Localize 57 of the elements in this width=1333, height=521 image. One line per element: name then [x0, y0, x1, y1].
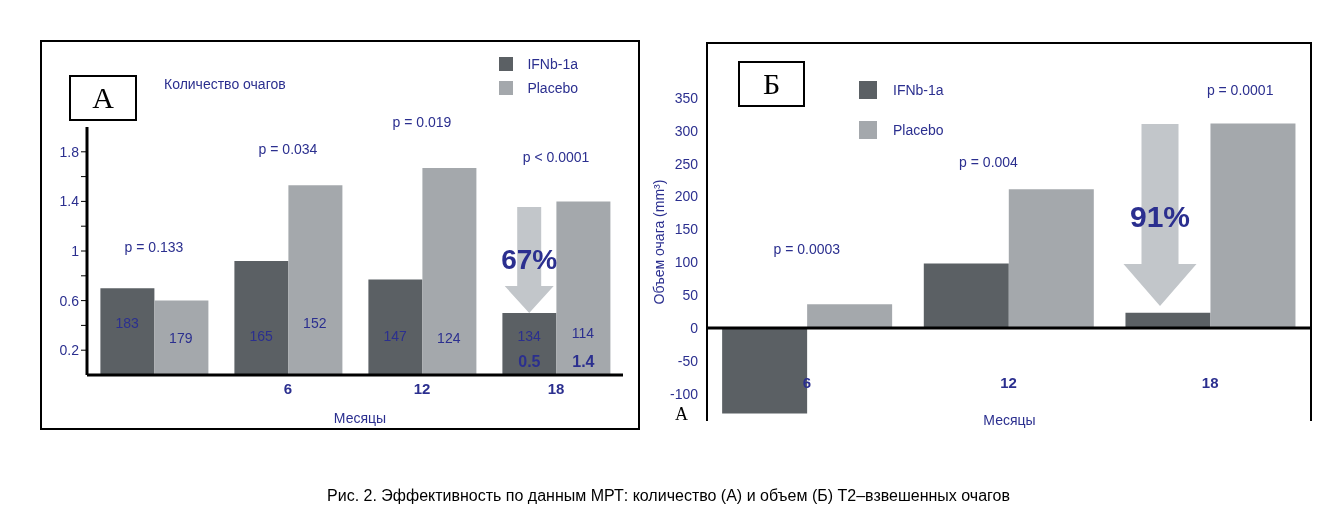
bar [100, 288, 155, 375]
annotation: 152 [303, 315, 327, 331]
y-tick-label: 0.6 [59, 292, 80, 309]
x-tick-label: 6 [802, 374, 812, 391]
text: А [69, 75, 137, 121]
y-tick-label: 200 [674, 188, 699, 205]
annotation: p = 0.133 [124, 239, 184, 255]
bar [154, 300, 209, 375]
y-tick-label: 1.8 [59, 143, 80, 160]
y-tick-label: 1 [71, 242, 80, 259]
y-tick-label: 250 [674, 155, 699, 172]
annotation: 91% [1129, 200, 1191, 234]
y-tick-label: -50 [677, 352, 699, 369]
y-tick-label: 150 [674, 221, 699, 238]
x-tick-label: 18 [1201, 374, 1219, 391]
bar [807, 304, 893, 328]
text: Рис. 2. Эффективность по данным МРТ: количество (А) и объем (Б) Т2–взвешенных очагов [326, 487, 1011, 505]
annotation: p = 0.0003 [773, 241, 841, 257]
x-tick-label: 12 [1000, 374, 1017, 391]
y-tick-label: 50 [682, 287, 699, 304]
annotation: p = 0.004 [959, 154, 1018, 170]
y-tick-label: -100 [669, 385, 699, 402]
annotation: p = 0.019 [392, 114, 452, 130]
bar [1210, 123, 1296, 328]
y-tick-label: 0 [690, 319, 699, 336]
y-tick-label: 0.2 [59, 342, 80, 359]
y-tick-label: 1.4 [59, 193, 80, 210]
y-tick-label: 300 [674, 122, 699, 139]
x-tick-label: 12 [413, 379, 431, 397]
annotation: p = 0.034 [258, 141, 318, 157]
x-tick-label: 18 [547, 379, 565, 397]
y-tick-label: 100 [674, 254, 699, 271]
y-tick-label: 350 [674, 89, 699, 106]
annotation: 124 [437, 330, 461, 346]
legend-label: Placebo [527, 80, 578, 96]
bar [368, 279, 423, 375]
bar [923, 263, 1009, 328]
annotation: 114 [571, 325, 594, 341]
bar [288, 185, 343, 375]
annotation: 179 [169, 330, 193, 346]
legend-label: IFNb-1a [527, 56, 578, 72]
x-axis-title: Месяцы [983, 412, 1036, 428]
bar [422, 167, 477, 375]
legend-label: IFNb-1a [893, 82, 944, 98]
annotation: p = 0.0001 [1206, 82, 1274, 98]
bar [234, 260, 289, 375]
bar [1008, 189, 1094, 328]
data-label: 1.4 [572, 353, 595, 370]
y-axis-title: Объем очага (mm³) [651, 179, 667, 305]
annotation: 67% [501, 244, 558, 276]
x-tick-label: 6 [283, 379, 293, 397]
annotation: Б [738, 61, 805, 107]
legend-label: Placebo [893, 122, 944, 138]
text: А [675, 404, 688, 425]
x-axis-title: Месяцы [333, 410, 387, 426]
y-axis-title: Количество очагов [164, 76, 286, 92]
annotation: p < 0.0001 [522, 149, 590, 165]
